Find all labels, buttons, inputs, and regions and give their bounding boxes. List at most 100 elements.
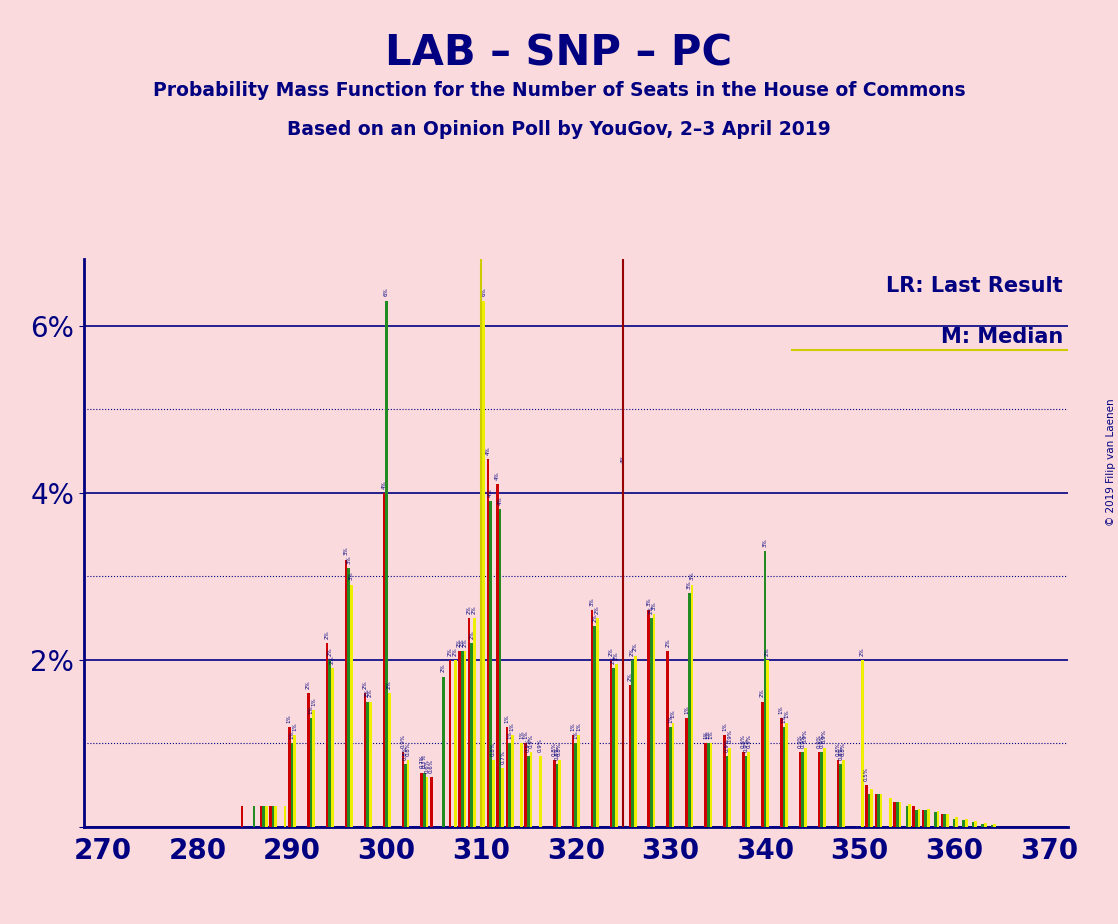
Text: 0.9%: 0.9% xyxy=(803,730,808,744)
Bar xyxy=(804,748,807,827)
Text: 2%: 2% xyxy=(328,647,332,656)
Text: 3%: 3% xyxy=(646,597,652,605)
Text: Probability Mass Function for the Number of Seats in the House of Commons: Probability Mass Function for the Number… xyxy=(153,81,965,101)
Text: 2%: 2% xyxy=(463,638,467,648)
Text: 3%: 3% xyxy=(652,602,656,610)
Text: 2%: 2% xyxy=(648,605,654,614)
Text: 0.9%: 0.9% xyxy=(800,734,805,748)
Text: 2%: 2% xyxy=(631,647,635,656)
Bar xyxy=(467,618,471,827)
Bar xyxy=(509,744,511,827)
Bar xyxy=(388,693,390,827)
Text: 6%: 6% xyxy=(385,287,389,297)
Bar xyxy=(761,701,764,827)
Bar xyxy=(870,789,873,827)
Bar xyxy=(442,676,445,827)
Bar xyxy=(594,626,596,827)
Bar xyxy=(975,821,977,827)
Text: 3%: 3% xyxy=(589,597,595,605)
Text: 0.8%: 0.8% xyxy=(402,747,408,760)
Text: 2%: 2% xyxy=(633,643,637,651)
Bar xyxy=(458,651,461,827)
Text: 1%: 1% xyxy=(519,731,524,739)
Bar xyxy=(984,822,986,827)
Text: 3%: 3% xyxy=(347,555,351,564)
Bar xyxy=(742,752,745,827)
Bar xyxy=(953,819,956,827)
Bar xyxy=(490,501,492,827)
Bar xyxy=(799,752,802,827)
Text: 0.7%: 0.7% xyxy=(500,750,505,764)
Bar xyxy=(726,756,729,827)
Bar xyxy=(672,723,674,827)
Text: 0.9%: 0.9% xyxy=(741,734,746,748)
Bar xyxy=(350,585,352,827)
Bar xyxy=(407,760,409,827)
Text: 0.9%: 0.9% xyxy=(724,738,730,752)
Text: 3%: 3% xyxy=(690,572,694,580)
Bar xyxy=(293,736,296,827)
Bar xyxy=(915,810,918,827)
Bar xyxy=(571,736,575,827)
Text: 1%: 1% xyxy=(671,710,675,718)
Text: 2%: 2% xyxy=(665,638,670,648)
Bar xyxy=(766,660,769,827)
Bar xyxy=(259,806,263,827)
Bar xyxy=(486,459,490,827)
Text: 1%: 1% xyxy=(784,710,789,718)
Bar xyxy=(745,756,747,827)
Bar xyxy=(878,794,880,827)
Text: 0.9%: 0.9% xyxy=(822,730,827,744)
Bar xyxy=(344,560,348,827)
Text: 2%: 2% xyxy=(362,680,368,689)
Bar xyxy=(944,814,946,827)
Bar xyxy=(622,468,624,827)
Bar xyxy=(817,752,821,827)
Bar xyxy=(666,651,669,827)
Bar xyxy=(426,777,428,827)
Bar xyxy=(496,484,499,827)
Text: 1%: 1% xyxy=(709,731,713,739)
Bar xyxy=(499,509,501,827)
Bar xyxy=(363,693,367,827)
Bar xyxy=(946,814,949,827)
Text: 0.8%: 0.8% xyxy=(835,742,841,756)
Text: 1%: 1% xyxy=(504,714,510,723)
Bar xyxy=(382,492,386,827)
Text: 0.9%: 0.9% xyxy=(525,738,531,752)
Text: 0.6%: 0.6% xyxy=(425,759,429,772)
Bar xyxy=(430,777,433,827)
Bar xyxy=(707,744,710,827)
Bar xyxy=(956,817,958,827)
Bar xyxy=(906,806,908,827)
Text: 0.5%: 0.5% xyxy=(864,767,869,781)
Bar xyxy=(710,744,712,827)
Bar xyxy=(613,668,615,827)
Text: 1%: 1% xyxy=(703,731,708,739)
Bar xyxy=(596,618,598,827)
Bar xyxy=(634,656,636,827)
Text: 3%: 3% xyxy=(349,572,354,580)
Text: 0.7%: 0.7% xyxy=(419,755,424,769)
Bar xyxy=(982,823,984,827)
Bar xyxy=(511,736,513,827)
Bar xyxy=(688,593,691,827)
Text: 2%: 2% xyxy=(760,688,765,698)
Text: 1%: 1% xyxy=(574,731,578,739)
Text: 4%: 4% xyxy=(495,471,500,480)
Bar xyxy=(461,651,464,827)
Text: LAB – SNP – PC: LAB – SNP – PC xyxy=(386,32,732,74)
Text: 0.8%: 0.8% xyxy=(491,742,495,756)
Text: 0.9%: 0.9% xyxy=(797,734,803,748)
Bar xyxy=(575,744,577,827)
Text: 2%: 2% xyxy=(453,647,458,656)
Text: 1%: 1% xyxy=(290,731,294,739)
Text: Based on an Opinion Poll by YouGov, 2–3 April 2019: Based on an Opinion Poll by YouGov, 2–3 … xyxy=(287,120,831,140)
Text: 2%: 2% xyxy=(387,680,391,689)
Bar xyxy=(780,718,783,827)
Bar xyxy=(401,752,405,827)
Text: 0.9%: 0.9% xyxy=(529,734,533,748)
Text: 0.9%: 0.9% xyxy=(400,734,406,748)
Text: 2%: 2% xyxy=(366,688,370,698)
Bar xyxy=(823,748,826,827)
